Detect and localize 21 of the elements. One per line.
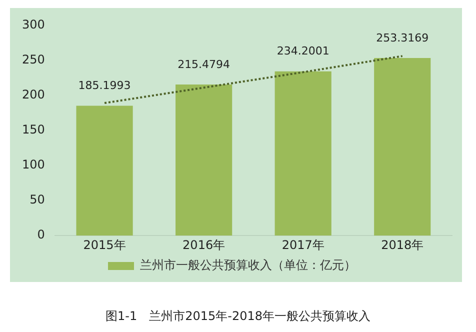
bar — [374, 58, 431, 236]
bar — [76, 106, 133, 236]
y-tick-label: 150 — [22, 122, 45, 137]
x-tick-label: 2018年 — [381, 238, 424, 252]
data-label: 215.4794 — [178, 58, 230, 71]
y-tick-label: 0 — [37, 228, 45, 242]
y-tick-label: 300 — [22, 17, 45, 32]
bar — [176, 84, 232, 236]
x-tick-label: 2015年 — [83, 238, 126, 252]
x-tick-label: 2017年 — [282, 238, 324, 252]
y-tick-label: 250 — [22, 52, 45, 66]
data-label: 185.1993 — [78, 79, 131, 92]
caption: 图1-1 兰州市2015年-2018年一般公共预算收入 — [104, 308, 372, 325]
legend-label: 兰州市一般公共预算收入（单位：亿元） — [140, 258, 356, 272]
x-tick-label: 2016年 — [182, 238, 226, 252]
bar — [274, 71, 332, 236]
y-tick-label: 50 — [30, 192, 45, 207]
data-label: 253.3169 — [376, 31, 429, 44]
y-tick-label: 200 — [22, 87, 45, 102]
data-label: 234.2001 — [276, 44, 330, 58]
y-tick-label: 100 — [22, 158, 45, 172]
